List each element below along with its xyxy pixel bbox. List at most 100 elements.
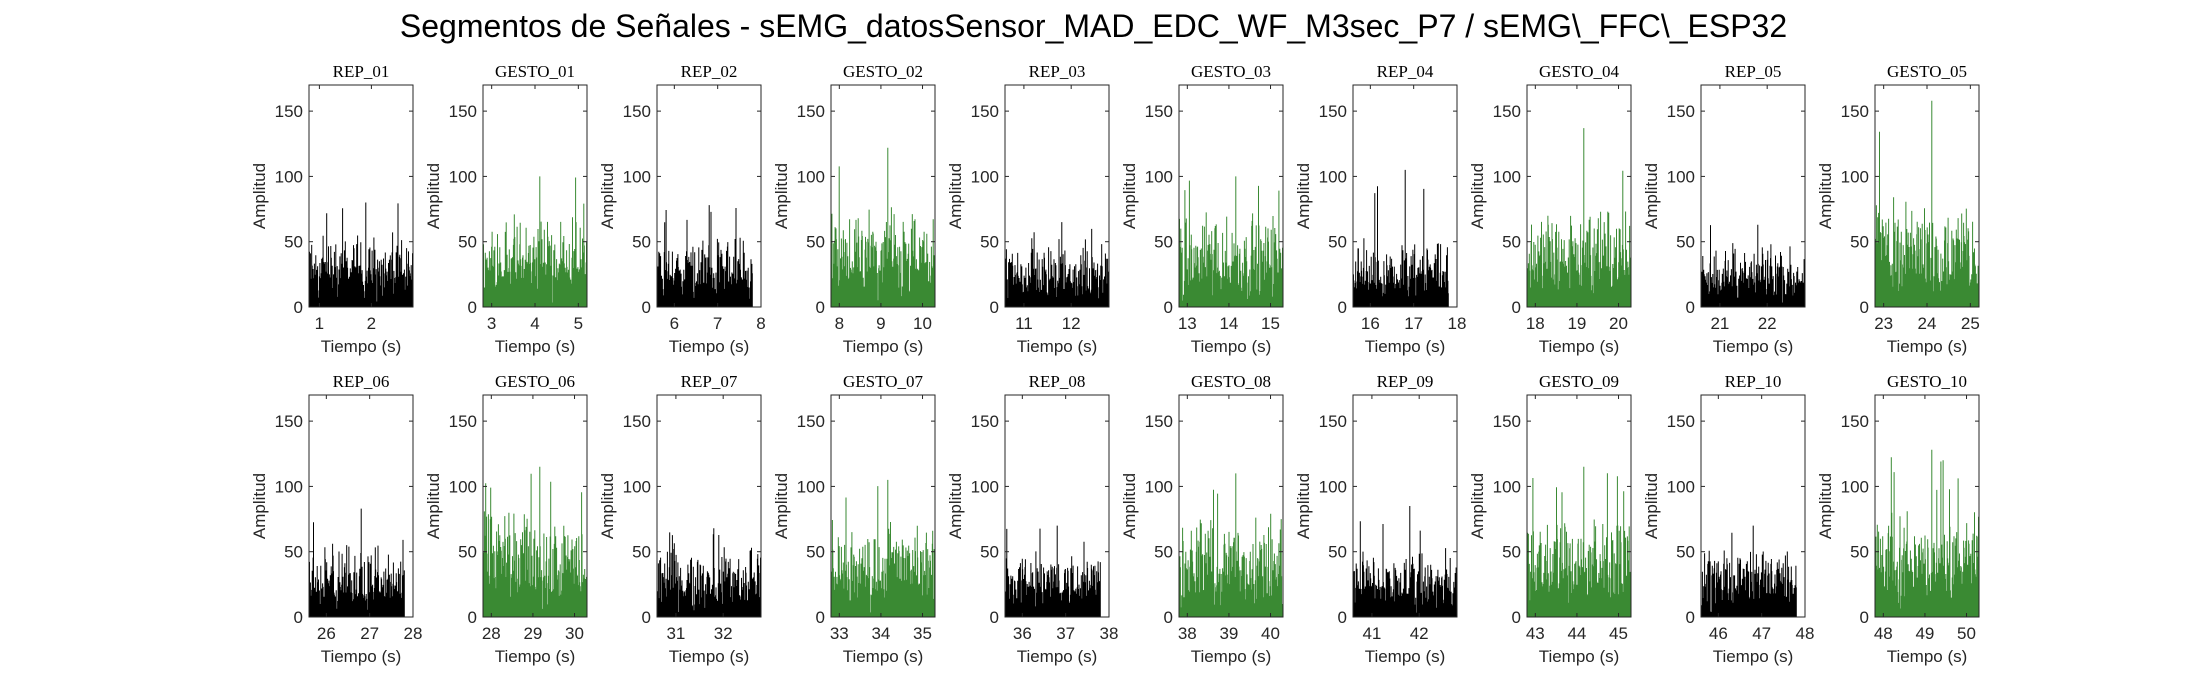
- figure-title: Segmentos de Señales - sEMG_datosSensor_…: [399, 8, 1788, 44]
- subplot-title: REP_04: [1377, 62, 1434, 81]
- y-axis-label: Amplitud: [946, 163, 965, 229]
- y-tick-label: 0: [1686, 298, 1695, 317]
- x-tick-label: 16: [1361, 314, 1380, 333]
- x-tick-label: 50: [1957, 624, 1976, 643]
- x-axis-label: Tiempo (s): [1713, 647, 1794, 666]
- y-tick-label: 150: [1493, 102, 1521, 121]
- signal-trace: [1874, 449, 1980, 617]
- y-axis-label: Amplitud: [1642, 163, 1661, 229]
- y-axis-label: Amplitud: [424, 163, 443, 229]
- y-axis-label: Amplitud: [1120, 473, 1139, 539]
- signal-trace: [1700, 525, 1797, 617]
- x-tick-label: 38: [1100, 624, 1119, 643]
- x-tick-label: 4: [530, 314, 539, 333]
- signal-trace: [1004, 525, 1101, 617]
- signal-trace: [482, 176, 588, 307]
- x-tick-label: 9: [876, 314, 885, 333]
- x-tick-label: 15: [1261, 314, 1280, 333]
- x-axis-label: Tiempo (s): [1539, 647, 1620, 666]
- x-tick-label: 49: [1915, 624, 1934, 643]
- y-tick-label: 150: [1667, 102, 1695, 121]
- x-tick-label: 37: [1056, 624, 1075, 643]
- y-tick-label: 50: [1328, 543, 1347, 562]
- x-tick-label: 25: [1961, 314, 1980, 333]
- axes-box: [1700, 84, 1806, 308]
- y-tick-label: 0: [990, 608, 999, 627]
- axes-box: [308, 394, 414, 618]
- y-axis-label: Amplitud: [250, 163, 269, 229]
- y-tick-label: 50: [1502, 233, 1521, 252]
- y-axis-label: Amplitud: [1816, 163, 1835, 229]
- signal-trace: [1700, 224, 1806, 307]
- x-tick-label: 28: [404, 624, 423, 643]
- signal-trace: [656, 528, 762, 617]
- y-tick-label: 50: [1328, 233, 1347, 252]
- signal-trace: [656, 205, 753, 307]
- y-tick-label: 0: [1338, 298, 1347, 317]
- y-tick-label: 150: [1493, 412, 1521, 431]
- y-tick-label: 100: [623, 167, 651, 186]
- subplot-title: REP_02: [681, 62, 738, 81]
- y-tick-label: 50: [806, 543, 825, 562]
- y-tick-label: 50: [632, 233, 651, 252]
- y-tick-label: 150: [1841, 102, 1869, 121]
- x-tick-label: 31: [666, 624, 685, 643]
- y-tick-label: 50: [1850, 543, 1869, 562]
- x-tick-label: 40: [1261, 624, 1280, 643]
- subplot-title: GESTO_07: [843, 372, 923, 391]
- y-tick-label: 0: [1512, 608, 1521, 627]
- axes-box: [1700, 394, 1806, 618]
- y-axis-label: Amplitud: [1816, 473, 1835, 539]
- signal-trace: [830, 147, 936, 307]
- axes-box: [1874, 394, 1980, 618]
- y-tick-label: 150: [275, 412, 303, 431]
- y-tick-label: 0: [1860, 298, 1869, 317]
- axes-box: [482, 394, 588, 618]
- x-axis-label: Tiempo (s): [1365, 337, 1446, 356]
- axes-box: [830, 394, 936, 618]
- subplot-title: GESTO_09: [1539, 372, 1619, 391]
- y-tick-label: 150: [1145, 412, 1173, 431]
- x-tick-label: 48: [1874, 624, 1893, 643]
- subplot-title: REP_06: [333, 372, 390, 391]
- y-tick-label: 0: [816, 298, 825, 317]
- signal-trace: [1352, 506, 1458, 617]
- x-tick-label: 45: [1609, 624, 1628, 643]
- subplot-rep-04: 0 50 100 150 16 17 18 REP_04 Tiempo (s) Amplitud: [1294, 62, 1466, 356]
- y-tick-label: 50: [284, 543, 303, 562]
- x-tick-label: 18: [1448, 314, 1467, 333]
- subplot-rep-07: 0 50 100 150 31 32 REP_07 Tiempo (s) Amplitud: [598, 372, 762, 666]
- y-tick-label: 100: [1145, 167, 1173, 186]
- axes-box: [830, 84, 936, 308]
- y-tick-label: 150: [1145, 102, 1173, 121]
- subplot-rep-03: 0 50 100 150 11 12 REP_03 Tiempo (s) Amplitud: [946, 62, 1110, 356]
- x-tick-label: 3: [487, 314, 496, 333]
- y-tick-label: 100: [449, 167, 477, 186]
- y-tick-label: 100: [797, 477, 825, 496]
- x-tick-label: 39: [1219, 624, 1238, 643]
- axes-box: [308, 84, 414, 308]
- x-axis-label: Tiempo (s): [495, 337, 576, 356]
- y-tick-label: 150: [449, 102, 477, 121]
- x-axis-label: Tiempo (s): [669, 647, 750, 666]
- y-tick-label: 100: [1493, 167, 1521, 186]
- x-tick-label: 12: [1062, 314, 1081, 333]
- subplot-title: GESTO_02: [843, 62, 923, 81]
- x-tick-label: 8: [835, 314, 844, 333]
- x-axis-label: Tiempo (s): [1887, 337, 1968, 356]
- x-tick-label: 41: [1362, 624, 1381, 643]
- y-tick-label: 100: [623, 477, 651, 496]
- x-tick-label: 35: [913, 624, 932, 643]
- y-tick-label: 50: [1502, 543, 1521, 562]
- x-axis-label: Tiempo (s): [1191, 337, 1272, 356]
- subplot-gesto-10: 0 50 100 150 48 49 50 GESTO_10 Tiempo (s) Amplitu…: [1816, 372, 1980, 666]
- y-tick-label: 50: [980, 233, 999, 252]
- y-tick-label: 50: [1676, 233, 1695, 252]
- y-tick-label: 50: [458, 233, 477, 252]
- y-tick-label: 150: [971, 412, 999, 431]
- signal-trace: [482, 466, 588, 617]
- subplot-title: GESTO_08: [1191, 372, 1271, 391]
- subplot-title: GESTO_01: [495, 62, 575, 81]
